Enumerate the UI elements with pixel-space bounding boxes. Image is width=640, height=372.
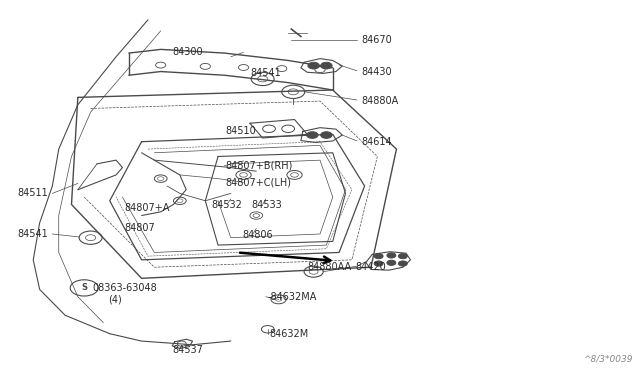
Circle shape — [308, 62, 319, 69]
Text: 84880A: 84880A — [362, 96, 399, 106]
Circle shape — [321, 132, 332, 138]
Text: 84541: 84541 — [250, 68, 281, 78]
Text: 84537: 84537 — [172, 345, 203, 355]
Text: ^8/3*0039: ^8/3*0039 — [583, 354, 632, 363]
Text: 84532: 84532 — [212, 200, 243, 210]
Text: 84807+B(RH): 84807+B(RH) — [226, 161, 293, 171]
Text: 84541: 84541 — [17, 229, 48, 239]
Text: 84880AA: 84880AA — [307, 262, 351, 272]
Circle shape — [374, 261, 383, 266]
Text: 84511: 84511 — [17, 188, 48, 198]
Circle shape — [321, 62, 332, 69]
Text: 84670: 84670 — [362, 35, 392, 45]
Text: 84806: 84806 — [243, 230, 273, 240]
Circle shape — [307, 132, 318, 138]
Text: S: S — [81, 283, 87, 292]
Text: 84300: 84300 — [172, 47, 203, 57]
Text: -84632MA: -84632MA — [268, 292, 317, 302]
Text: 84420: 84420 — [355, 262, 386, 272]
Circle shape — [374, 254, 383, 259]
Circle shape — [398, 254, 407, 259]
Text: 84510: 84510 — [226, 126, 257, 136]
Text: 84430: 84430 — [362, 67, 392, 77]
Text: 84807: 84807 — [124, 224, 155, 234]
Circle shape — [398, 261, 407, 266]
Text: 08363-63048: 08363-63048 — [93, 283, 157, 292]
Text: 84533: 84533 — [252, 200, 283, 210]
Text: 84632M: 84632M — [269, 330, 308, 339]
Text: 84614: 84614 — [362, 137, 392, 147]
Text: 84807+C(LH): 84807+C(LH) — [226, 177, 292, 187]
Circle shape — [387, 253, 396, 258]
Text: 84807+A: 84807+A — [124, 203, 170, 213]
Text: (4): (4) — [108, 295, 122, 305]
Circle shape — [387, 260, 396, 265]
